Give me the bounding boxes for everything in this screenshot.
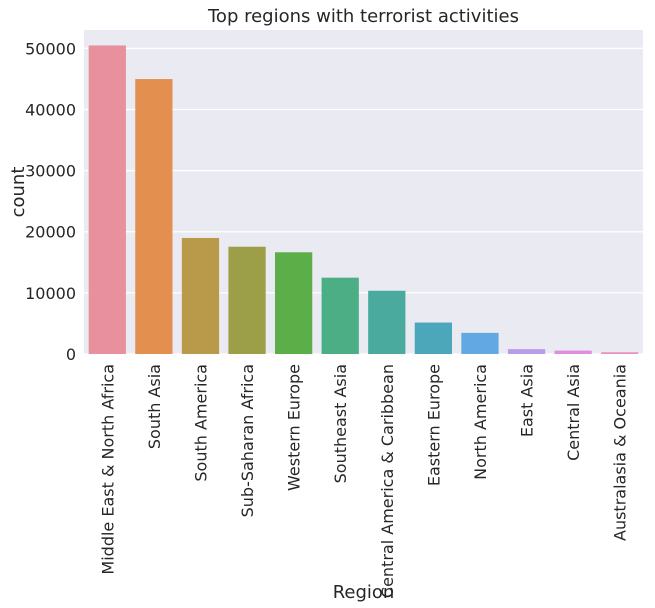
x-tick-label: Australasia & Oceania: [611, 364, 630, 541]
y-tick-label: 40000: [25, 100, 76, 119]
x-tick-label: South America: [191, 364, 210, 482]
bar: [181, 237, 220, 354]
x-tick-label: Sub-Saharan Africa: [238, 364, 257, 517]
x-tick-label: Middle East & North Africa: [98, 364, 117, 575]
x-axis-title: Region: [333, 582, 395, 603]
x-tick-label: Eastern Europe: [424, 364, 443, 486]
bar: [368, 290, 406, 354]
y-tick-label: 10000: [25, 284, 76, 303]
bar: [274, 252, 313, 354]
y-axis-title: count: [8, 167, 29, 218]
bar: [321, 277, 359, 354]
chart-title: Top regions with terrorist activities: [207, 6, 519, 27]
y-tick-label: 50000: [25, 39, 76, 58]
x-tick-label: Western Europe: [285, 364, 304, 491]
bar: [88, 45, 126, 355]
y-tick-labels: 0 10000 20000 30000 40000 50000: [25, 39, 76, 364]
gridlines: [84, 47, 643, 355]
y-tick-label: 0: [66, 345, 76, 364]
x-tick-label: North America: [471, 364, 490, 480]
bar: [601, 352, 639, 354]
x-tick-label: Southeast Asia: [331, 364, 350, 483]
x-tick-labels: Middle East & North Africa South Asia Sout…: [98, 364, 629, 598]
bar: [135, 79, 173, 354]
x-tick-label: Central America & Caribbean: [378, 364, 397, 598]
bars: [88, 45, 639, 355]
plot-background: [84, 30, 643, 354]
bar: [554, 350, 592, 354]
bar: [228, 246, 266, 354]
y-tick-label: 30000: [25, 162, 76, 181]
bar: [507, 349, 546, 354]
y-tick-label: 20000: [25, 223, 76, 242]
bar: [461, 332, 499, 354]
x-tick-label: East Asia: [518, 364, 537, 437]
bar: [414, 322, 453, 354]
x-tick-label: Central Asia: [564, 364, 583, 461]
x-tick-label: South Asia: [145, 364, 164, 449]
